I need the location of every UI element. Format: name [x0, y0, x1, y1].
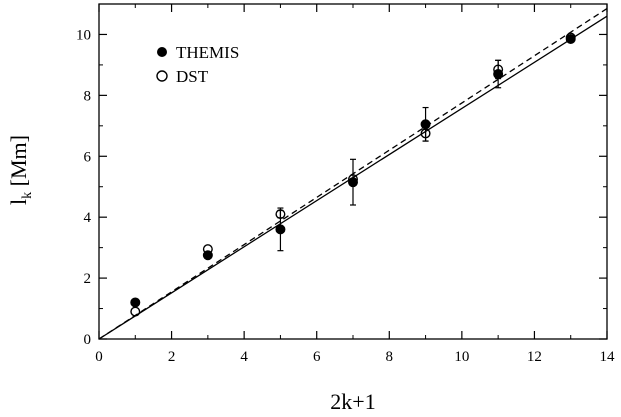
point-dst — [420, 128, 431, 139]
y-tick-label: 6 — [84, 149, 92, 165]
legend-label-themis: THEMIS — [176, 43, 239, 62]
y-tick-label: 4 — [84, 210, 92, 226]
point-dst — [275, 209, 286, 220]
point-themis — [420, 119, 431, 130]
x-axis-label: 2k+1 — [330, 389, 375, 414]
x-tick-label: 6 — [313, 349, 321, 365]
x-tick-label: 8 — [386, 349, 394, 365]
legend: THEMIS DST — [156, 43, 239, 86]
point-themis — [130, 297, 141, 308]
x-tick-label: 10 — [454, 349, 469, 365]
point-dst — [565, 32, 576, 43]
y-tick-label: 8 — [84, 88, 92, 104]
y-axis-label-unit: [Mm] — [6, 135, 31, 192]
point-dst — [130, 306, 141, 317]
error-bars — [277, 59, 502, 252]
y-axis-label-subscript: k — [20, 192, 35, 199]
y-tick-label: 10 — [76, 27, 91, 43]
point-themis — [348, 177, 359, 188]
legend-marker-themis — [157, 47, 167, 57]
point-dst — [493, 64, 504, 75]
data-points — [130, 32, 576, 317]
x-tick-label: 2 — [168, 349, 176, 365]
x-tick-label: 0 — [95, 349, 103, 365]
point-dst — [348, 174, 359, 185]
point-dst — [202, 244, 213, 255]
x-tick-label: 12 — [527, 349, 542, 365]
legend-label-dst: DST — [176, 67, 209, 86]
x-tick-label: 14 — [600, 349, 616, 365]
y-axis-ticks: 0 2 4 6 8 10 — [76, 3, 607, 348]
x-axis-ticks: 0 2 4 6 8 10 12 14 — [95, 4, 615, 365]
y-axis-label: lk [Mm] — [6, 135, 35, 205]
legend-marker-dst — [156, 70, 168, 82]
y-tick-label: 0 — [84, 332, 92, 348]
y-axis-label-main: l — [6, 199, 31, 205]
point-themis — [275, 224, 286, 235]
y-tick-label: 2 — [84, 271, 92, 287]
x-tick-label: 4 — [240, 349, 248, 365]
